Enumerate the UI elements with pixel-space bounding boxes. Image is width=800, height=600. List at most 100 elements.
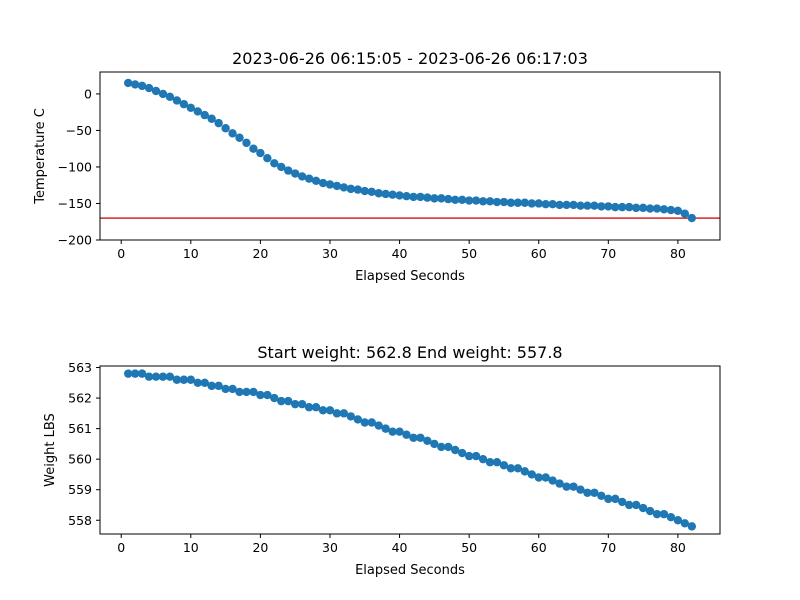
weight-y-tick-label: 561 — [68, 421, 92, 436]
temperature-data-point — [631, 203, 641, 213]
weight-data-point — [353, 415, 363, 424]
weight-data-point — [506, 464, 516, 473]
temperature-y-tick-label: 0 — [84, 86, 92, 101]
weight-data-point — [611, 494, 620, 504]
weight-x-tick-label: 20 — [252, 540, 268, 555]
temperature-y-tick-label: −50 — [66, 123, 92, 138]
weight-axes-frame — [99, 365, 721, 535]
weight-x-tick-label: 30 — [322, 540, 338, 555]
temperature-data-point — [395, 191, 404, 200]
temperature-data-point — [430, 194, 439, 203]
weight-x-tick-label: 70 — [600, 540, 616, 555]
temperature-data-point — [214, 118, 223, 128]
temperature-data-point — [381, 189, 390, 199]
weight-y-axis-label: Weight LBS — [43, 413, 58, 487]
temperature-x-tick-label: 70 — [600, 246, 616, 261]
temperature-data-point — [193, 107, 202, 116]
temperature-y-tick-label: −150 — [58, 196, 92, 211]
weight-y-tick-label: 558 — [68, 513, 92, 528]
temperature-data-point — [555, 200, 564, 210]
weight-x-tick-label: 80 — [670, 540, 686, 555]
weight-data-point — [179, 375, 189, 384]
weight-data-point — [562, 482, 571, 491]
temperature-data-point — [499, 197, 509, 207]
weight-data-point — [409, 433, 418, 442]
temperature-data-point — [485, 197, 495, 206]
weight-data-point — [520, 467, 530, 476]
temperature-data-point — [611, 202, 620, 212]
temperature-data-point — [423, 193, 432, 202]
weight-data-point — [485, 458, 495, 467]
temperature-data-point — [444, 194, 453, 204]
temperature-chart-title: 2023-06-26 06:15:05 - 2023-06-26 06:17:0… — [232, 49, 588, 68]
temperature-data-point — [325, 180, 335, 189]
temperature-data-point — [652, 204, 662, 213]
weight-data-point — [381, 424, 390, 433]
temperature-x-tick-label: 0 — [117, 246, 125, 261]
weight-data-point — [444, 442, 453, 452]
temperature-data-point — [624, 202, 634, 212]
weight-x-tick-label: 0 — [117, 540, 125, 555]
temperature-data-point — [158, 89, 168, 99]
weight-data-point — [284, 396, 293, 406]
weight-data-point — [123, 369, 133, 378]
weight-data-point — [590, 488, 599, 497]
temperature-data-point — [520, 198, 530, 207]
temperature-data-point — [416, 192, 425, 202]
weight-data-point — [597, 491, 606, 501]
temperature-data-point — [256, 148, 265, 158]
temperature-x-tick-label: 50 — [461, 246, 477, 261]
weight-data-point — [645, 506, 655, 516]
weight-data-point — [193, 378, 202, 387]
temperature-data-point — [638, 203, 648, 213]
weight-data-point — [297, 399, 307, 409]
temperature-data-point — [130, 80, 140, 89]
weight-data-point — [374, 421, 383, 430]
temperature-data-point — [471, 196, 481, 205]
temperature-data-point — [123, 78, 133, 88]
temperature-data-point — [569, 200, 578, 210]
temperature-data-point — [304, 174, 314, 183]
temperature-data-point — [137, 81, 147, 91]
temperature-data-point — [464, 196, 474, 205]
temperature-data-point — [165, 92, 175, 102]
weight-data-point — [290, 399, 300, 409]
temperature-data-point — [687, 213, 697, 223]
temperature-x-tick-label: 30 — [322, 246, 338, 261]
temperature-data-point — [311, 176, 321, 186]
weight-data-point — [652, 509, 662, 519]
weight-data-point — [242, 387, 251, 397]
temperature-data-point — [360, 186, 369, 196]
weight-data-point — [200, 378, 209, 387]
weight-data-point — [235, 387, 244, 397]
temperature-data-point — [506, 198, 516, 207]
weight-data-point — [186, 375, 196, 384]
weight-data-point — [332, 409, 342, 418]
temperature-data-point — [576, 201, 585, 210]
temperature-data-point — [332, 181, 342, 191]
temperature-y-axis-label: Temperature C — [33, 108, 48, 205]
temperature-data-point — [270, 159, 279, 168]
temperature-data-point — [228, 129, 237, 138]
temperature-data-point — [673, 206, 683, 215]
weight-data-point — [680, 519, 690, 528]
weight-data-point — [576, 485, 585, 494]
weight-data-point — [492, 458, 502, 467]
temperature-data-point — [318, 178, 328, 188]
temperature-data-point — [235, 133, 244, 142]
temperature-data-point — [513, 198, 523, 207]
temperature-x-tick-label: 10 — [183, 246, 199, 261]
weight-data-point — [346, 412, 356, 421]
weight-data-point — [541, 473, 550, 482]
weight-data-point — [325, 406, 335, 415]
temperature-data-point — [186, 103, 196, 112]
temperature-data-point — [290, 169, 300, 178]
weight-y-tick-label: 560 — [68, 452, 92, 467]
temperature-data-point — [388, 190, 397, 199]
weight-data-point — [464, 451, 474, 461]
weight-data-point — [666, 513, 676, 522]
weight-data-point — [673, 516, 683, 525]
weight-data-point — [527, 470, 536, 479]
weight-x-tick-label: 60 — [531, 540, 547, 555]
